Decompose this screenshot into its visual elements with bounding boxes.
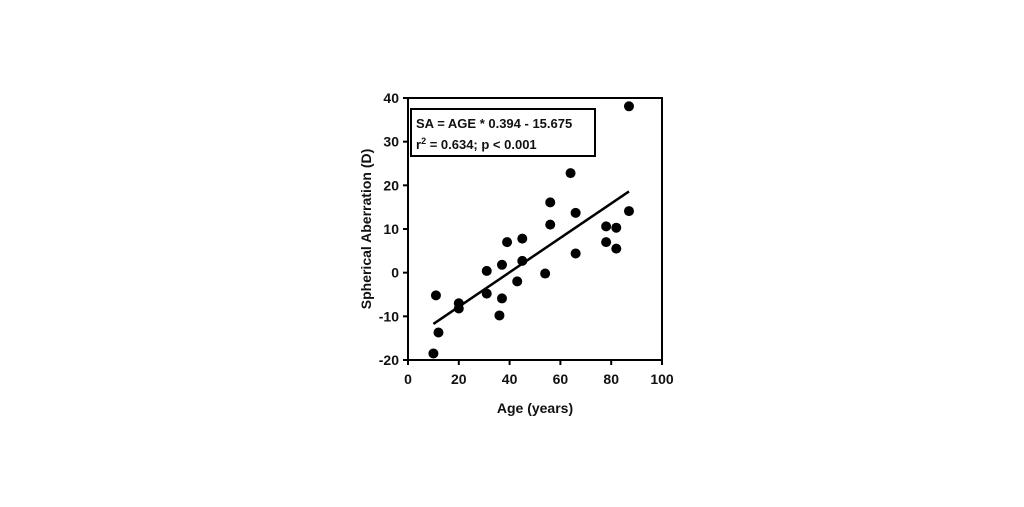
x-axis-title: Age (years) <box>497 400 573 416</box>
data-point <box>565 168 576 179</box>
data-point <box>570 248 581 259</box>
data-point <box>494 310 505 321</box>
data-point <box>545 219 556 230</box>
data-point <box>496 259 507 270</box>
y-tick-label: -20 <box>379 352 399 368</box>
x-tick-label: 20 <box>451 371 467 387</box>
data-point <box>611 222 622 233</box>
y-tick-label: 0 <box>391 265 399 281</box>
annotation-stats-rest: = 0.634; p < 0.001 <box>426 137 537 152</box>
x-axis-ticks: 0 20 40 60 80 100 <box>404 360 674 387</box>
data-point <box>545 197 556 208</box>
regression-layer <box>432 190 630 325</box>
data-point <box>601 237 612 248</box>
y-tick-label: 10 <box>383 221 399 237</box>
data-point <box>502 237 513 248</box>
data-point <box>430 290 441 301</box>
equation-annotation: SA = AGE * 0.394 - 15.675 r2 = 0.634; p … <box>410 108 596 157</box>
y-axis-title: Spherical Aberration (D) <box>358 149 374 310</box>
data-point <box>481 288 492 299</box>
data-point <box>453 303 464 314</box>
annotation-box <box>410 108 596 157</box>
annotation-r: r <box>416 137 421 152</box>
data-point <box>481 265 492 276</box>
annotation-equation: SA = AGE * 0.394 - 15.675 <box>416 116 572 131</box>
regression-line <box>432 190 630 325</box>
annotation-r-superscript: 2 <box>421 136 426 146</box>
y-axis-ticks: -20 -10 0 10 20 30 40 <box>379 90 408 368</box>
data-points <box>428 101 634 359</box>
x-tick-label: 60 <box>553 371 569 387</box>
data-point <box>517 255 528 266</box>
data-point <box>428 348 439 359</box>
x-tick-label: 100 <box>650 371 674 387</box>
data-point <box>433 327 444 338</box>
data-point <box>540 268 551 279</box>
y-tick-label: -10 <box>379 308 399 324</box>
annotation-stats: r2 = 0.634; p < 0.001 <box>416 136 537 152</box>
data-point <box>623 101 634 112</box>
x-tick-label: 0 <box>404 371 412 387</box>
data-point <box>517 233 528 244</box>
data-point <box>611 243 622 254</box>
data-point <box>601 221 612 232</box>
data-point <box>623 206 634 217</box>
x-tick-label: 40 <box>502 371 518 387</box>
data-point <box>570 207 581 218</box>
data-point <box>512 276 523 287</box>
y-tick-label: 40 <box>383 90 399 106</box>
data-point <box>496 293 507 304</box>
y-tick-label: 30 <box>383 134 399 150</box>
y-tick-label: 20 <box>383 177 399 193</box>
x-tick-label: 80 <box>603 371 619 387</box>
